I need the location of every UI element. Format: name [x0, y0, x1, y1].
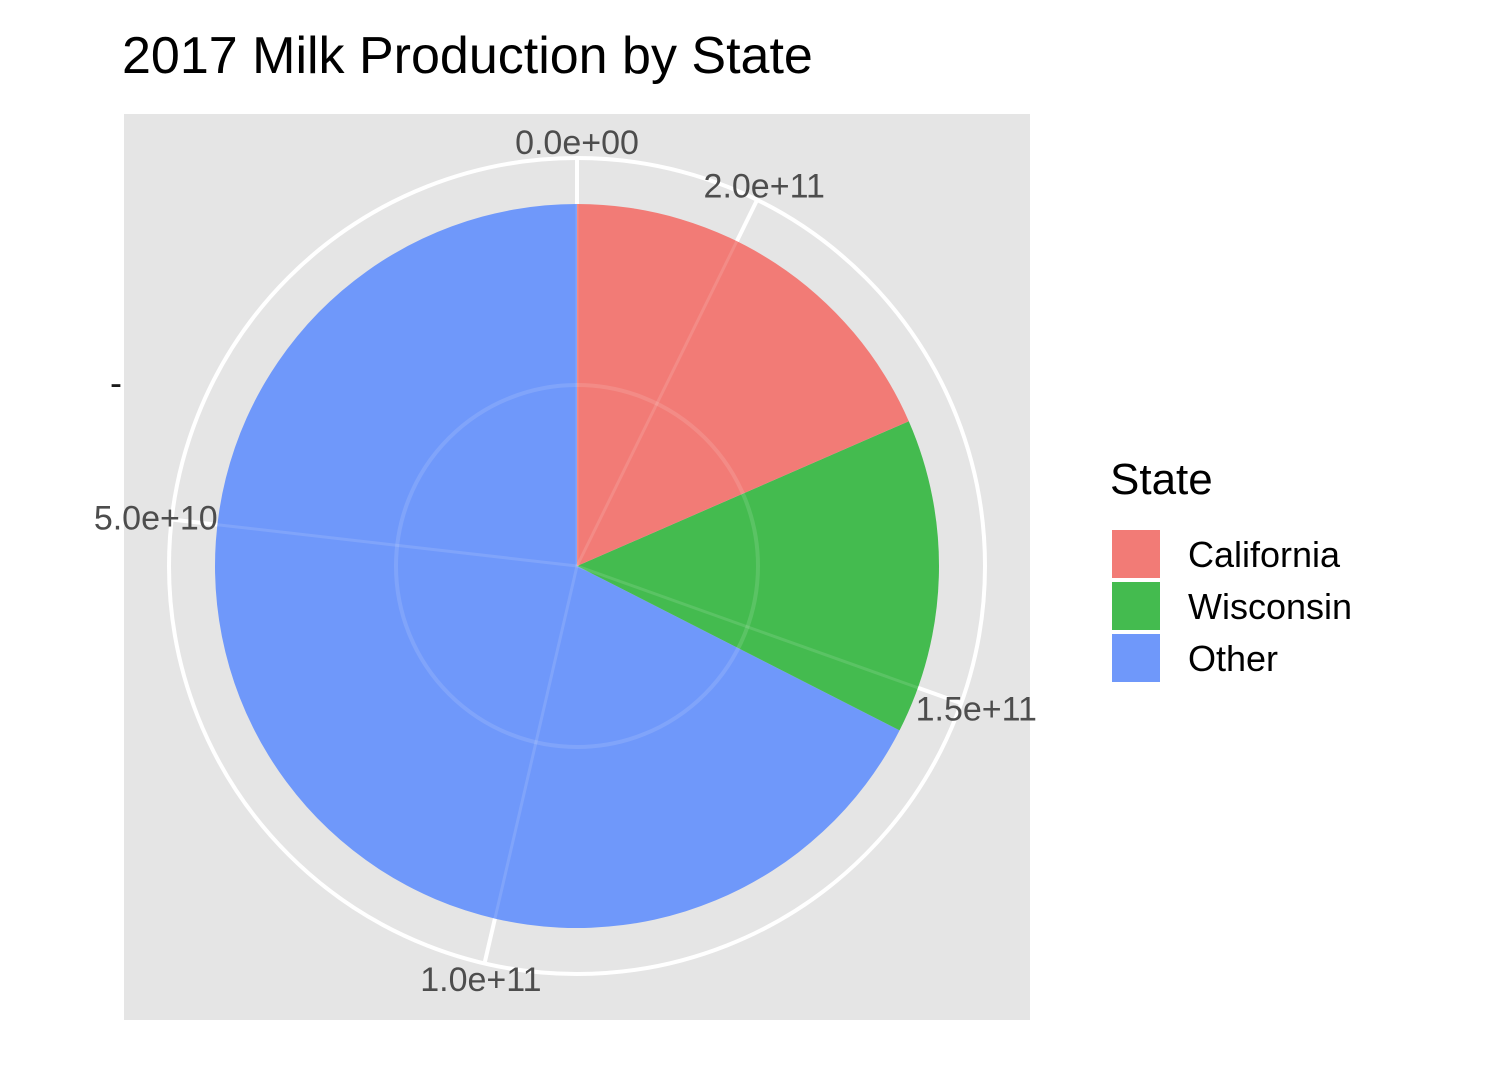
axis-tick-labels: 0.0e+00 5.0e+10 1.0e+11 1.5e+11 2.0e+11 — [94, 124, 1037, 999]
grid-spoke-overlay — [493, 565, 579, 919]
tick-label: 5.0e+10 — [94, 500, 218, 538]
grid-spoke-overlay — [576, 564, 919, 690]
grid-spoke-overlay — [575, 240, 739, 567]
legend-key-wisconsin — [1112, 582, 1160, 630]
legend-key-other — [1112, 634, 1160, 682]
grid-overlay — [217, 204, 919, 919]
pie-slice-california — [577, 204, 909, 566]
legend-label: California — [1188, 534, 1341, 575]
pie-slice-other — [215, 204, 900, 929]
pie-slices — [215, 204, 940, 929]
tick-label: 0.0e+00 — [515, 124, 639, 162]
legend-label: Wisconsin — [1188, 586, 1352, 627]
tick-label: 1.0e+11 — [420, 961, 541, 999]
pie-slice-wisconsin — [577, 421, 940, 731]
legend: State California Wisconsin Other — [1110, 455, 1352, 682]
tick-label: 1.5e+11 — [916, 691, 1037, 729]
legend-title: State — [1110, 455, 1213, 504]
legend-key-california — [1112, 530, 1160, 578]
grid-spoke-overlay — [217, 523, 578, 568]
grid-circle-overlay — [394, 383, 760, 749]
chart-title: 2017 Milk Production by State — [122, 27, 813, 85]
legend-label: Other — [1188, 638, 1278, 679]
y-axis-label: - — [110, 362, 122, 403]
tick-label: 2.0e+11 — [704, 168, 825, 206]
